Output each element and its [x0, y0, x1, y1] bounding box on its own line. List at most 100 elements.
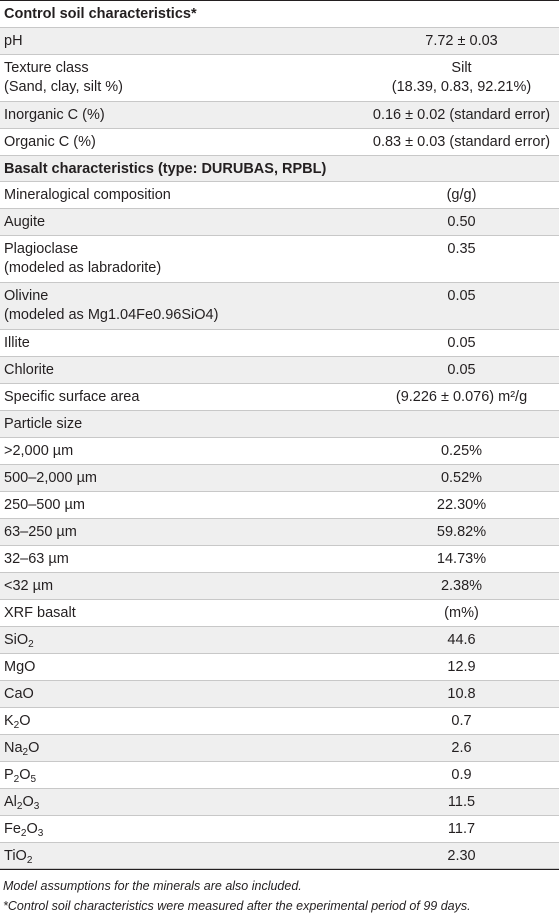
row-label-text: <32 µm	[4, 578, 54, 594]
row-label-text: 32–63 µm	[4, 551, 69, 567]
table-row: Al2O3 11.5	[0, 789, 559, 816]
row-value-text: 59.82%	[436, 524, 487, 540]
row-label: Mineralogical composition	[0, 186, 370, 205]
table-row: XRF basalt (m%)	[0, 600, 559, 627]
table-row: 500–2,000 µm 0.52%	[0, 465, 559, 492]
table-row: pH 7.72 ± 0.03	[0, 28, 559, 55]
row-label: K2O	[0, 712, 370, 731]
table-row: Particle size	[0, 411, 559, 438]
row-value-text: 0.52%	[440, 470, 483, 486]
row-value: 0.83 ± 0.03 (standard error)	[370, 133, 559, 152]
row-label: CaO	[0, 685, 370, 704]
row-label-text: 500–2,000 µm	[4, 470, 98, 486]
section-title: Basalt characteristics (type: DURUBAS, R…	[0, 160, 326, 179]
row-label-text: P2O5	[4, 767, 37, 785]
row-label: XRF basalt	[0, 604, 370, 623]
row-label-text: Specific surface area	[4, 389, 140, 405]
table-row: Augite 0.50	[0, 209, 559, 236]
row-value: 2.6	[370, 739, 559, 758]
row-value: 0.25%	[370, 442, 559, 461]
row-label: Inorganic C (%)	[0, 106, 370, 125]
row-value-text: 12.9	[447, 659, 476, 675]
row-label-text: Fe2O3	[4, 821, 44, 839]
row-value-text: 0.16 ± 0.02 (standard error)	[372, 107, 551, 123]
row-value: Silt (18.39, 0.83, 92.21%)	[370, 59, 559, 97]
row-value: 0.05	[370, 361, 559, 380]
table-row: Organic C (%) 0.83 ± 0.03 (standard error…	[0, 129, 559, 156]
row-label-subtext: (modeled as labradorite)	[4, 260, 162, 276]
row-value: 7.72 ± 0.03	[370, 32, 559, 51]
section-title: Control soil characteristics*	[0, 5, 197, 24]
row-value: (g/g)	[370, 186, 559, 205]
table-row: CaO 10.8	[0, 681, 559, 708]
row-value-text: (m%)	[444, 605, 479, 621]
row-label-text: Texture class	[4, 60, 89, 76]
table-footnotes: Model assumptions for the minerals are a…	[0, 870, 559, 916]
row-value: 0.50	[370, 213, 559, 232]
table-row: Texture class (Sand, clay, silt %) Silt (18…	[0, 55, 559, 102]
row-value-text: 0.25%	[440, 443, 483, 459]
table-row: Olivine (modeled as Mg1.04Fe0.96SiO4) 0.05	[0, 283, 559, 330]
row-value: 59.82%	[370, 523, 559, 542]
table-row: P2O5 0.9	[0, 762, 559, 789]
row-value-text: 2.30	[447, 848, 476, 864]
row-label-text: K2O	[4, 713, 31, 731]
row-value-text: 2.6	[451, 740, 472, 756]
row-value-text: 7.72 ± 0.03	[425, 33, 498, 49]
section-header-row: Basalt characteristics (type: DURUBAS, R…	[0, 156, 559, 182]
row-value-text: 14.73%	[436, 551, 487, 567]
row-label-text: pH	[4, 33, 23, 49]
row-label-text: TiO2	[4, 848, 33, 866]
row-value: (9.226 ± 0.076) m²/g	[370, 388, 559, 407]
table-row: Illite 0.05	[0, 330, 559, 357]
row-value-text: 0.05	[447, 362, 476, 378]
row-value: 12.9	[370, 658, 559, 677]
row-value: 0.9	[370, 766, 559, 785]
row-value: 44.6	[370, 631, 559, 650]
row-label: <32 µm	[0, 577, 370, 596]
row-value-text: 11.5	[447, 794, 476, 810]
row-label-text: Organic C (%)	[4, 134, 96, 150]
row-label-text: Control soil characteristics*	[4, 6, 197, 22]
table-row: K2O 0.7	[0, 708, 559, 735]
row-value-text: 0.7	[451, 713, 472, 729]
row-label: Al2O3	[0, 793, 370, 812]
table-row: Chlorite 0.05	[0, 357, 559, 384]
table-row: MgO 12.9	[0, 654, 559, 681]
row-label-text: XRF basalt	[4, 605, 76, 621]
row-label: 32–63 µm	[0, 550, 370, 569]
row-value: 0.05	[370, 287, 559, 306]
row-value-text: 0.9	[451, 767, 472, 783]
row-value-text: 0.35	[447, 241, 476, 257]
row-value-text: Silt	[451, 60, 472, 76]
table-row: Inorganic C (%) 0.16 ± 0.02 (standard err…	[0, 102, 559, 129]
table-row: 250–500 µm 22.30%	[0, 492, 559, 519]
row-value-text: 0.83 ± 0.03 (standard error)	[372, 134, 551, 150]
footnote-model-assumptions: Model assumptions for the minerals are a…	[3, 879, 302, 893]
row-label: Olivine (modeled as Mg1.04Fe0.96SiO4)	[0, 287, 370, 325]
row-label: >2,000 µm	[0, 442, 370, 461]
row-value: 14.73%	[370, 550, 559, 569]
row-value: 2.30	[370, 847, 559, 866]
row-label-text: 250–500 µm	[4, 497, 85, 513]
row-label-subtext: (modeled as Mg1.04Fe0.96SiO4)	[4, 307, 219, 323]
row-label: MgO	[0, 658, 370, 677]
row-value-text: 44.6	[447, 632, 476, 648]
row-value-text: 0.50	[447, 214, 476, 230]
section-header-row: Control soil characteristics*	[0, 1, 559, 28]
row-value: 0.35	[370, 240, 559, 259]
row-value-text: (9.226 ± 0.076) m²/g	[395, 389, 528, 405]
row-label-text: Chlorite	[4, 362, 54, 378]
row-label-text: SiO2	[4, 632, 34, 650]
row-value: (m%)	[370, 604, 559, 623]
row-label-subtext: (Sand, clay, silt %)	[4, 79, 123, 95]
table-row: Specific surface area (9.226 ± 0.076) m²/…	[0, 384, 559, 411]
row-value-text: 2.38%	[440, 578, 483, 594]
row-label-text: Na2O	[4, 740, 40, 758]
bottom-rule	[0, 869, 559, 870]
row-label: Organic C (%)	[0, 133, 370, 152]
row-label: Texture class (Sand, clay, silt %)	[0, 59, 370, 97]
row-value-subtext: (18.39, 0.83, 92.21%)	[391, 79, 532, 95]
row-label-text: Plagioclase	[4, 241, 79, 257]
